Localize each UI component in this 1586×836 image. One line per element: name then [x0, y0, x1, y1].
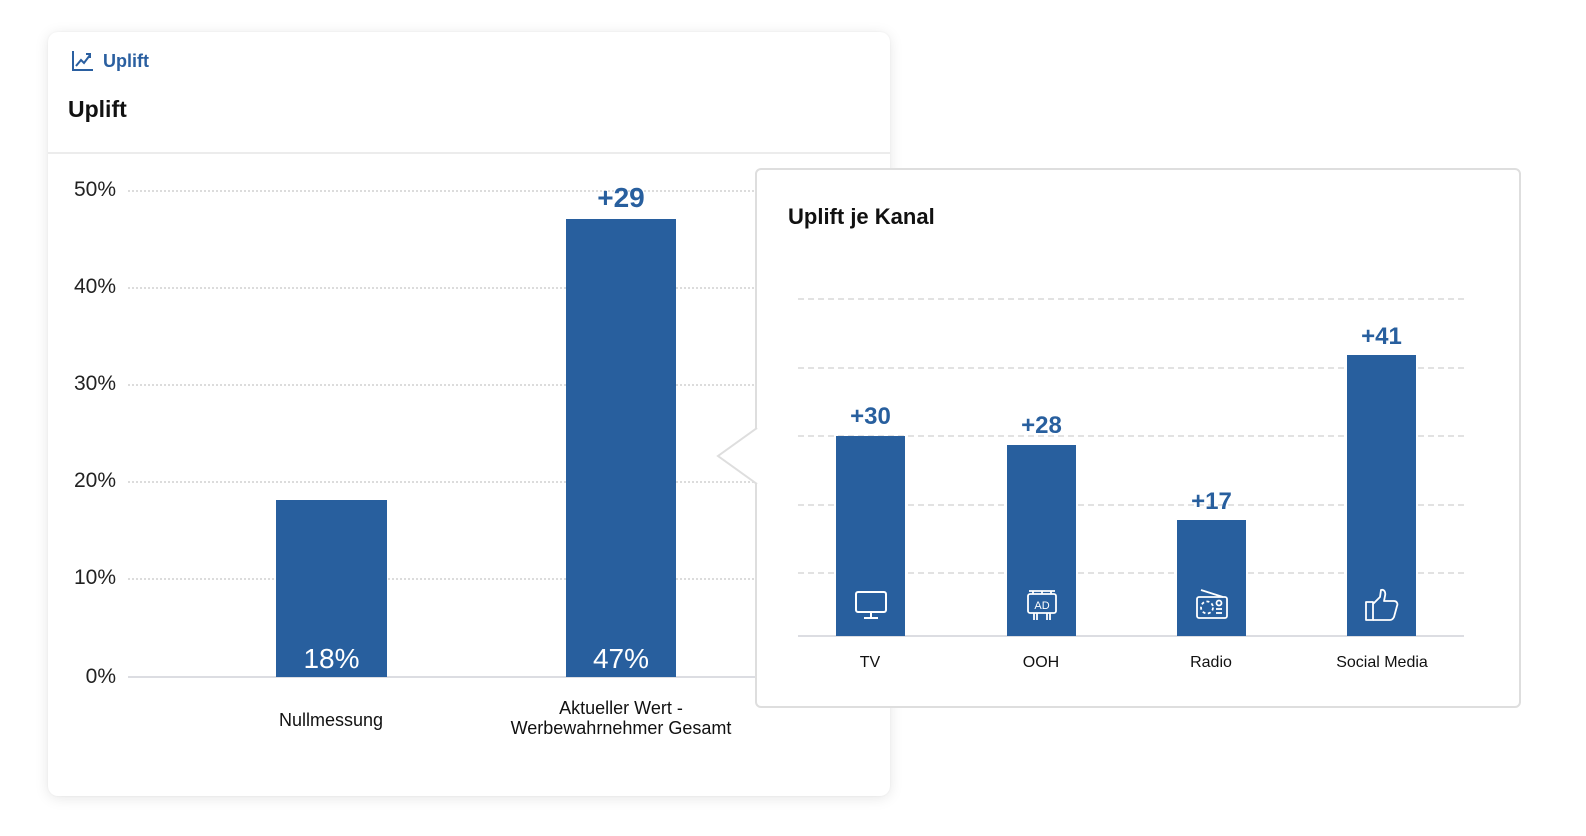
category-line-2: Werbewahrnehmer Gesamt — [510, 718, 732, 738]
card-header: Uplift Uplift — [48, 32, 890, 154]
bar-aktueller-wert[interactable]: 47% — [566, 219, 676, 677]
category-label-tv: TV — [859, 654, 881, 671]
y-tick-10: 10% — [73, 566, 116, 589]
channel-gridline — [798, 298, 1464, 300]
radio-uplift-label: +17 — [1191, 488, 1232, 515]
category-label-radio: Radio — [1190, 654, 1232, 671]
channel-x-axis-baseline — [798, 635, 1464, 637]
gridline-40 — [128, 287, 758, 289]
uplift-delta-label: +29 — [597, 182, 645, 213]
channel-gridline — [798, 572, 1464, 574]
radio-icon — [1195, 589, 1228, 619]
trend-chart-icon — [72, 51, 93, 71]
category-label-aktueller-wert: Aktueller Wert - Werbewahrnehmer Gesamt — [471, 698, 771, 738]
channel-gridline — [798, 435, 1464, 437]
bar-nullmessung[interactable]: 18% — [276, 500, 387, 677]
card-title: Uplift — [68, 96, 127, 122]
y-tick-20: 20% — [73, 469, 116, 492]
tv-uplift-label: +30 — [850, 403, 891, 430]
gridline-30 — [128, 384, 758, 386]
y-tick-0: 0% — [85, 665, 116, 688]
bar-tv[interactable] — [836, 436, 905, 636]
popover-title: Uplift je Kanal — [788, 204, 935, 229]
uplift-kicker-link[interactable]: Uplift — [71, 50, 149, 72]
popover-pointer — [716, 428, 758, 484]
bar-value-label: 47% — [592, 643, 650, 674]
ooh-uplift-label: +28 — [1021, 412, 1062, 439]
gridline-20 — [128, 481, 758, 483]
category-line-1: Aktueller Wert - — [559, 698, 683, 718]
category-label-ooh: OOH — [1022, 654, 1060, 671]
svg-text:AD: AD — [1034, 600, 1049, 612]
kicker-label: Uplift — [103, 50, 149, 71]
y-tick-40: 40% — [73, 275, 116, 298]
category-label-nullmessung: Nullmessung — [278, 710, 384, 730]
gridline-50 — [128, 190, 758, 192]
category-label-social-media: Social Media — [1336, 654, 1428, 671]
gridline-10 — [128, 578, 758, 580]
bar-social-media[interactable] — [1347, 355, 1416, 636]
y-tick-50: 50% — [73, 178, 116, 201]
y-tick-30: 30% — [73, 372, 116, 395]
social-media-uplift-label: +41 — [1361, 323, 1402, 350]
bar-value-label: 18% — [303, 643, 360, 674]
bar-radio[interactable] — [1177, 520, 1246, 636]
thumbs-up-icon — [1364, 588, 1398, 621]
billboard-ad-icon: AD — [1026, 590, 1057, 620]
tv-monitor-icon — [854, 591, 887, 619]
channel-gridline — [798, 367, 1464, 369]
bar-ooh[interactable]: AD — [1007, 445, 1076, 636]
uplift-card: Uplift Uplift — [48, 32, 890, 796]
channel-gridline — [798, 504, 1464, 506]
x-axis-baseline — [128, 676, 758, 678]
